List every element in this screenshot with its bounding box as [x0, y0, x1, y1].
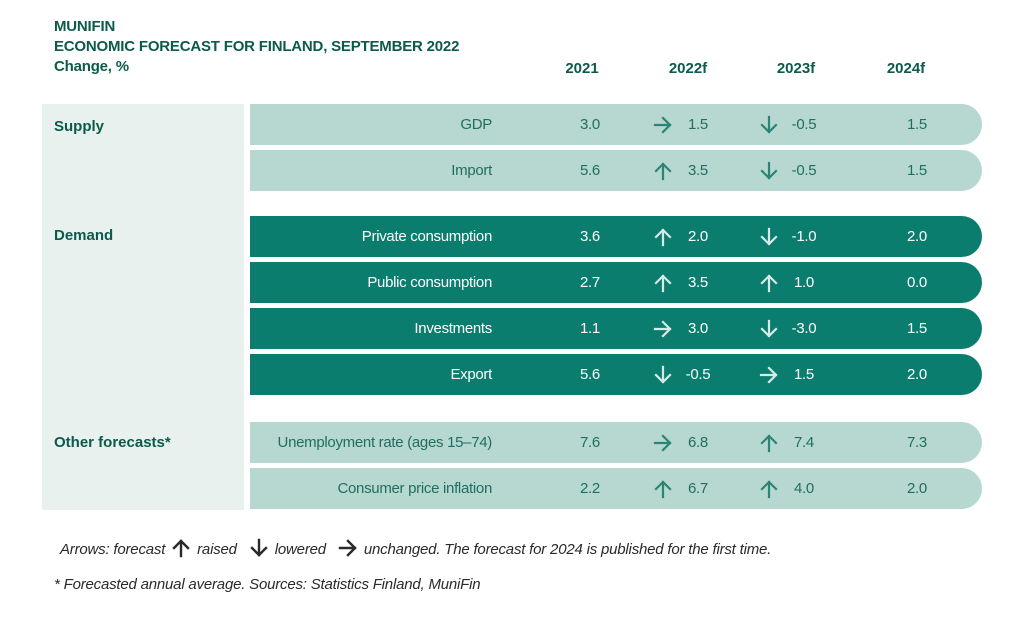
chart-subtitle: Change, % — [54, 58, 129, 75]
chart-title-brand: MUNIFIN — [54, 18, 116, 35]
arrow-down-icon — [758, 160, 780, 182]
value-2021: 3.0 — [580, 116, 600, 133]
value-2021: 3.6 — [580, 228, 600, 245]
table-row: Consumer price inflation 2.2 6.7 4.0 2.0 — [250, 468, 982, 509]
arrow-down-icon — [758, 226, 780, 248]
table-row: Export 5.6 -0.5 1.5 2.0 — [250, 354, 982, 395]
value-2021: 1.1 — [580, 320, 600, 337]
arrow-right-icon — [652, 318, 674, 340]
value-2024f: 1.5 — [907, 320, 927, 337]
legend-prefix: Arrows: forecast — [60, 541, 166, 558]
row-label: Unemployment rate (ages 15–74) — [277, 434, 493, 451]
row-label: GDP — [460, 116, 492, 133]
table-row: Public consumption 2.7 3.5 1.0 0.0 — [250, 262, 982, 303]
value-2024f: 0.0 — [907, 274, 927, 291]
arrow-down-icon — [758, 114, 780, 136]
chart-title: ECONOMIC FORECAST FOR FINLAND, SEPTEMBER… — [54, 38, 460, 55]
group-label-supply: Supply — [54, 118, 105, 135]
table-row: Unemployment rate (ages 15–74) 7.6 6.8 7.4 7… — [250, 422, 982, 463]
arrow-up-icon — [652, 478, 674, 500]
column-header-2021: 2021 — [565, 60, 599, 77]
arrow-down-icon — [249, 538, 271, 558]
value-2024f: 2.0 — [907, 480, 927, 497]
value-2023f: -3.0 — [791, 320, 817, 337]
arrow-up-icon — [758, 478, 780, 500]
value-2024f: 1.5 — [907, 116, 927, 133]
arrow-up-icon — [652, 272, 674, 294]
value-2022f: -0.5 — [685, 366, 711, 383]
column-header-2023f: 2023f — [776, 60, 816, 77]
value-2023f: 1.0 — [794, 274, 814, 291]
value-2021: 7.6 — [580, 434, 600, 451]
value-2021: 2.2 — [580, 480, 600, 497]
column-header-2022f: 2022f — [668, 60, 708, 77]
value-2021: 5.6 — [580, 162, 600, 179]
row-label: Import — [451, 162, 492, 179]
table-row: Private consumption 3.6 2.0 -1.0 2.0 — [250, 216, 982, 257]
row-label: Export — [450, 366, 492, 383]
value-2024f: 7.3 — [907, 434, 927, 451]
value-2022f: 6.7 — [688, 480, 708, 497]
row-label: Consumer price inflation — [337, 480, 492, 497]
value-2023f: 4.0 — [794, 480, 814, 497]
value-2022f: 6.8 — [688, 434, 708, 451]
row-label: Investments — [414, 320, 492, 337]
value-2024f: 2.0 — [907, 366, 927, 383]
arrow-down-icon — [758, 318, 780, 340]
value-2023f: -0.5 — [791, 162, 817, 179]
value-2024f: 1.5 — [907, 162, 927, 179]
group-label-demand: Demand — [54, 227, 114, 244]
arrow-up-icon — [171, 538, 193, 558]
value-2021: 5.6 — [580, 366, 600, 383]
source-note: * Forecasted annual average. Sources: St… — [54, 576, 481, 593]
value-2023f: -1.0 — [791, 228, 817, 245]
table-row: Investments 1.1 3.0 -3.0 1.5 — [250, 308, 982, 349]
legend-unchanged: unchanged. The forecast for 2024 is publ… — [363, 541, 772, 558]
value-2022f: 1.5 — [688, 116, 708, 133]
table-row: Import 5.6 3.5 -0.5 1.5 — [250, 150, 982, 191]
value-2021: 2.7 — [580, 274, 600, 291]
row-label: Private consumption — [361, 228, 493, 245]
value-2022f: 3.5 — [688, 274, 708, 291]
arrow-up-icon — [758, 272, 780, 294]
value-2023f: 7.4 — [794, 434, 814, 451]
value-2022f: 3.5 — [688, 162, 708, 179]
row-label: Public consumption — [367, 274, 492, 291]
arrow-legend: Arrows: forecast raised lowered unchange… — [60, 538, 771, 558]
arrow-right-icon — [338, 538, 360, 558]
value-2023f: -0.5 — [791, 116, 817, 133]
value-2022f: 2.0 — [688, 228, 708, 245]
group-sidebar — [42, 104, 244, 510]
arrow-up-icon — [652, 226, 674, 248]
arrow-right-icon — [652, 114, 674, 136]
legend-raised: raised — [197, 541, 237, 558]
arrow-down-icon — [652, 364, 674, 386]
arrow-right-icon — [652, 432, 674, 454]
value-2024f: 2.0 — [907, 228, 927, 245]
value-2023f: 1.5 — [794, 366, 814, 383]
table-row: GDP 3.0 1.5 -0.5 1.5 — [250, 104, 982, 145]
legend-lowered: lowered — [274, 541, 326, 558]
arrow-right-icon — [758, 364, 780, 386]
group-label-other: Other forecasts* — [54, 434, 171, 451]
column-header-2024f: 2024f — [886, 60, 926, 77]
arrow-up-icon — [758, 432, 780, 454]
value-2022f: 3.0 — [688, 320, 708, 337]
arrow-up-icon — [652, 160, 674, 182]
